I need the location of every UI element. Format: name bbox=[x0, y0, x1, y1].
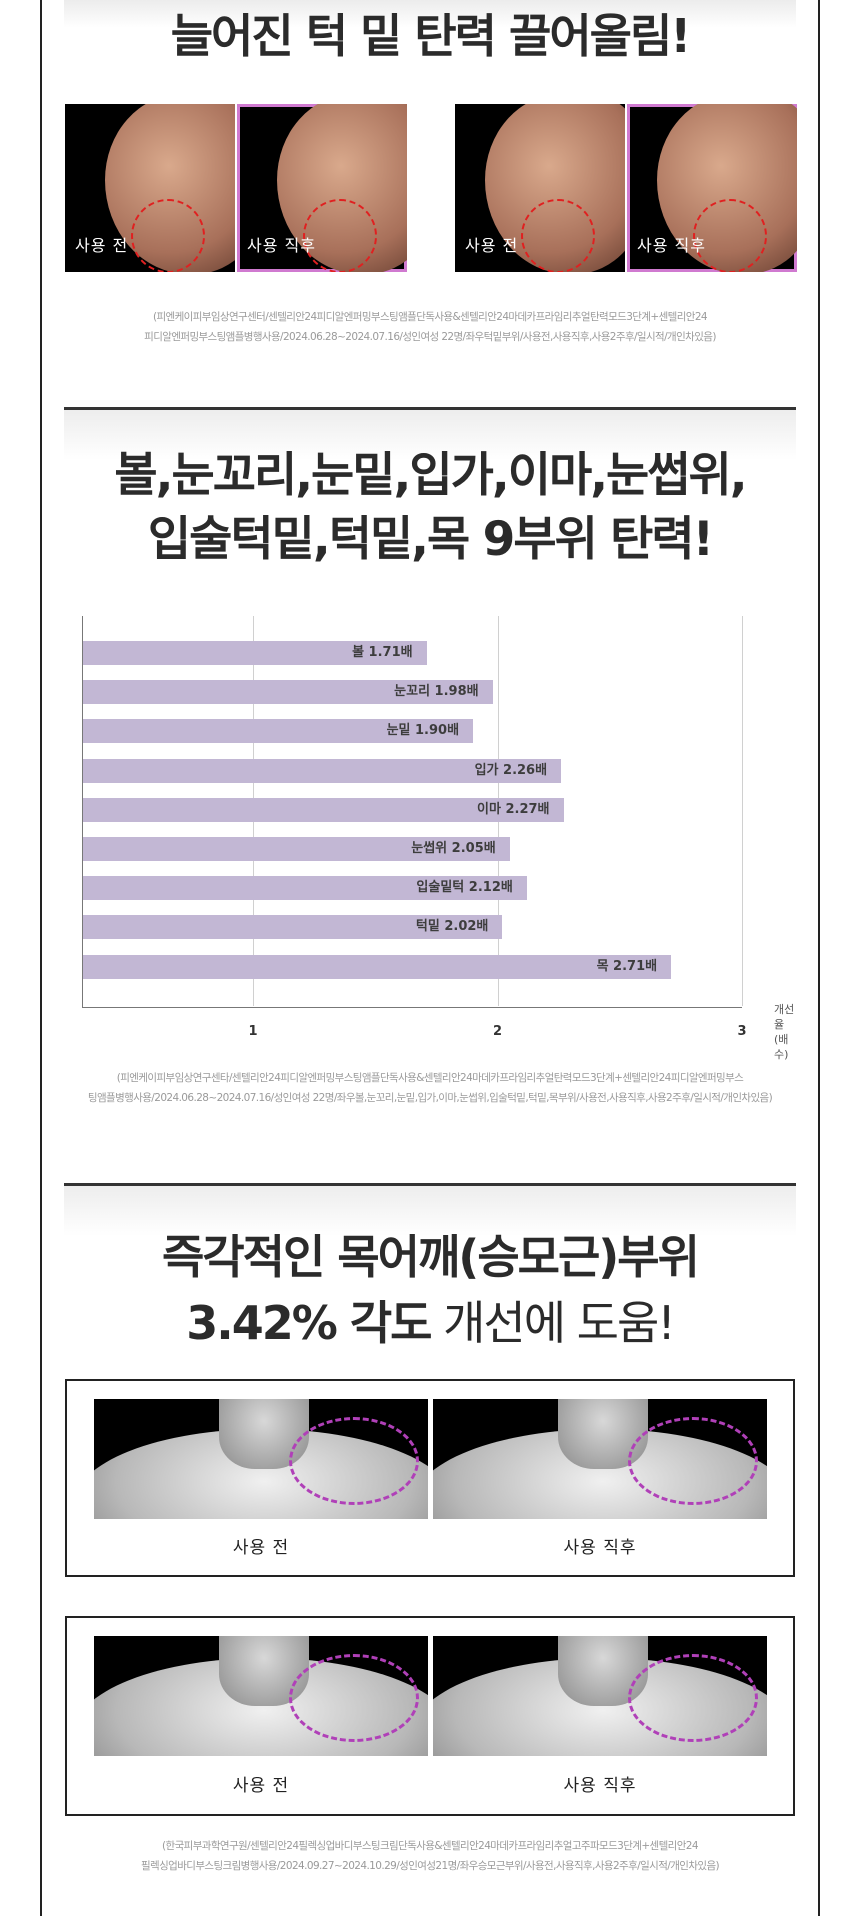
chin-circle-icon bbox=[521, 199, 595, 272]
chart-x-unit: 개선율 (배수) bbox=[774, 1002, 800, 1062]
chart-bar-9 bbox=[83, 954, 672, 979]
section3-fade bbox=[64, 1186, 796, 1236]
chart-bar-8 bbox=[83, 915, 503, 940]
chart-bar-label-3: 눈밑 1.90배 bbox=[386, 723, 460, 739]
section3-footnote-line1: (한국피부과학연구원/센텔리안24필렉싱업바디부스팅크림단독사용&센텔리안24마… bbox=[162, 1840, 699, 1852]
section3-footnote: (한국피부과학연구원/센텔리안24필렉싱업바디부스팅크림단독사용&센텔리안24마… bbox=[64, 1836, 796, 1876]
chart-x-tick-2: 2 bbox=[492, 1024, 503, 1039]
shoulder-ring-icon bbox=[628, 1417, 758, 1505]
neck-photo-after-1 bbox=[433, 1399, 767, 1519]
section3-footnote-line2: 필렉싱업바디부스팅크림병행사용/2024.09.27~2024.10.29/성인… bbox=[140, 1860, 720, 1872]
chart-bar-label-4: 입가 2.26배 bbox=[474, 762, 548, 778]
section1-footnote-line1: (피엔케이피부임상연구센터/센텔리안24피디알엔퍼밍부스팅앰플단독사용&센텔리안… bbox=[152, 311, 708, 323]
chart-bar-label-1: 볼 1.71배 bbox=[352, 645, 413, 660]
neck-comparison-box-2: 사용 전 사용 직후 bbox=[65, 1616, 795, 1816]
photo-label-before: 사용 전 bbox=[465, 236, 519, 255]
chart-bar-4 bbox=[83, 758, 562, 783]
neck-label-before: 사용 전 bbox=[232, 1538, 290, 1558]
neck-label-after: 사용 직후 bbox=[563, 1776, 637, 1796]
section2-title-line1: 볼,눈꼬리,눈밑,입가,이마,눈썹위, bbox=[114, 448, 747, 503]
section2-footnote-line1: (피엔케이피부임상연구센타/센텔리안24피디알엔퍼밍부스팅앰플단독사용&센텔리안… bbox=[116, 1072, 744, 1084]
chart-bar-3 bbox=[83, 719, 474, 744]
chin-circle-icon bbox=[303, 199, 377, 272]
section2-fade bbox=[64, 410, 796, 460]
section2-title-line2: 입술턱밑,턱밑,목 9부위 탄력! bbox=[147, 512, 714, 567]
neck-label-after: 사용 직후 bbox=[563, 1538, 637, 1558]
chart-x-axis bbox=[82, 1007, 742, 1008]
shoulder-ring-icon bbox=[289, 1654, 419, 1742]
chart-bar-5 bbox=[83, 797, 564, 822]
neck-label-before: 사용 전 bbox=[232, 1776, 290, 1796]
neck-comparison-box-1: 사용 전 사용 직후 bbox=[65, 1379, 795, 1577]
chart-y-axis bbox=[82, 616, 83, 1008]
face-photo-after-right: 사용 직후 bbox=[627, 104, 797, 272]
section3-title: 즉각적인 목어깨(승모근)부위 3.42% 각도 개선에 도움! bbox=[64, 1224, 796, 1356]
section2-footnote: (피엔케이피부임상연구센타/센텔리안24피디알엔퍼밍부스팅앰플단독사용&센텔리안… bbox=[64, 1068, 796, 1108]
chin-circle-icon bbox=[131, 199, 205, 272]
section1-footnote-line2: 피디알엔퍼밍부스팅앰플병행사용/2024.06.28~2024.07.16/성인… bbox=[144, 331, 716, 343]
chart-bar-6 bbox=[83, 837, 510, 861]
chart-gridline bbox=[742, 616, 743, 1006]
chart-x-tick-3: 3 bbox=[737, 1024, 747, 1039]
photo-label-after: 사용 직후 bbox=[637, 236, 706, 255]
section2-footnote-line2: 팅앰플병행사용/2024.06.28~2024.07.16/성인여성 22명/좌… bbox=[87, 1092, 773, 1104]
shoulder-ring-icon bbox=[289, 1417, 419, 1505]
photo-label-after: 사용 직후 bbox=[247, 236, 316, 255]
neck-photo-before-2 bbox=[94, 1636, 428, 1756]
section3-title-rest: 개선에 도움! bbox=[430, 1296, 676, 1350]
chart-bar-label-7: 입술밑턱 2.12배 bbox=[416, 880, 513, 896]
shoulder-ring-icon bbox=[628, 1654, 758, 1742]
neck-photo-before-1 bbox=[94, 1399, 428, 1519]
chart-x-unit-line2: (배수) bbox=[774, 1033, 789, 1061]
section3-divider bbox=[64, 1183, 796, 1186]
photo-label-before: 사용 전 bbox=[75, 236, 129, 255]
chart-x-tick-1: 1 bbox=[248, 1024, 258, 1039]
section1-footnote: (피엔케이피부임상연구센터/센텔리안24피디알엔퍼밍부스팅앰플단독사용&센텔리안… bbox=[64, 307, 796, 347]
section3-title-line1: 즉각적인 목어깨(승모근)부위 bbox=[162, 1230, 700, 1284]
chart-bar-label-6: 눈썹위 2.05배 bbox=[411, 841, 496, 856]
chart-bar-label-8: 턱밑 2.02배 bbox=[415, 919, 489, 935]
face-photo-before-right: 사용 전 bbox=[455, 104, 625, 272]
chart-bar-label-2: 눈꼬리 1.98배 bbox=[394, 684, 479, 700]
section3-title-highlight: 3.42% 각도 bbox=[186, 1296, 432, 1350]
chart-bar-label-5: 이마 2.27배 bbox=[477, 801, 550, 817]
section2-divider bbox=[64, 407, 796, 410]
chart-x-unit-line1: 개선율 bbox=[774, 1003, 795, 1031]
chart-bar-7 bbox=[83, 876, 527, 901]
top-fade bbox=[64, 0, 796, 28]
neck-photo-after-2 bbox=[433, 1636, 767, 1756]
face-photo-before-left: 사용 전 bbox=[65, 104, 235, 272]
chart-bar-1 bbox=[83, 641, 427, 665]
section3-title-line2: 3.42% 각도 개선에 도움! bbox=[64, 1290, 796, 1356]
section2-title: 볼,눈꼬리,눈밑,입가,이마,눈썹위, 입술턱밑,턱밑,목 9부위 탄력! bbox=[64, 444, 796, 572]
chart-bar-label-9: 목 2.71배 bbox=[596, 958, 658, 974]
face-photo-after-left: 사용 직후 bbox=[237, 104, 407, 272]
chin-circle-icon bbox=[693, 199, 767, 272]
section1-title: 늘어진 턱 밑 탄력 끌어올림! bbox=[170, 9, 692, 63]
chart-bar-2 bbox=[83, 680, 493, 705]
